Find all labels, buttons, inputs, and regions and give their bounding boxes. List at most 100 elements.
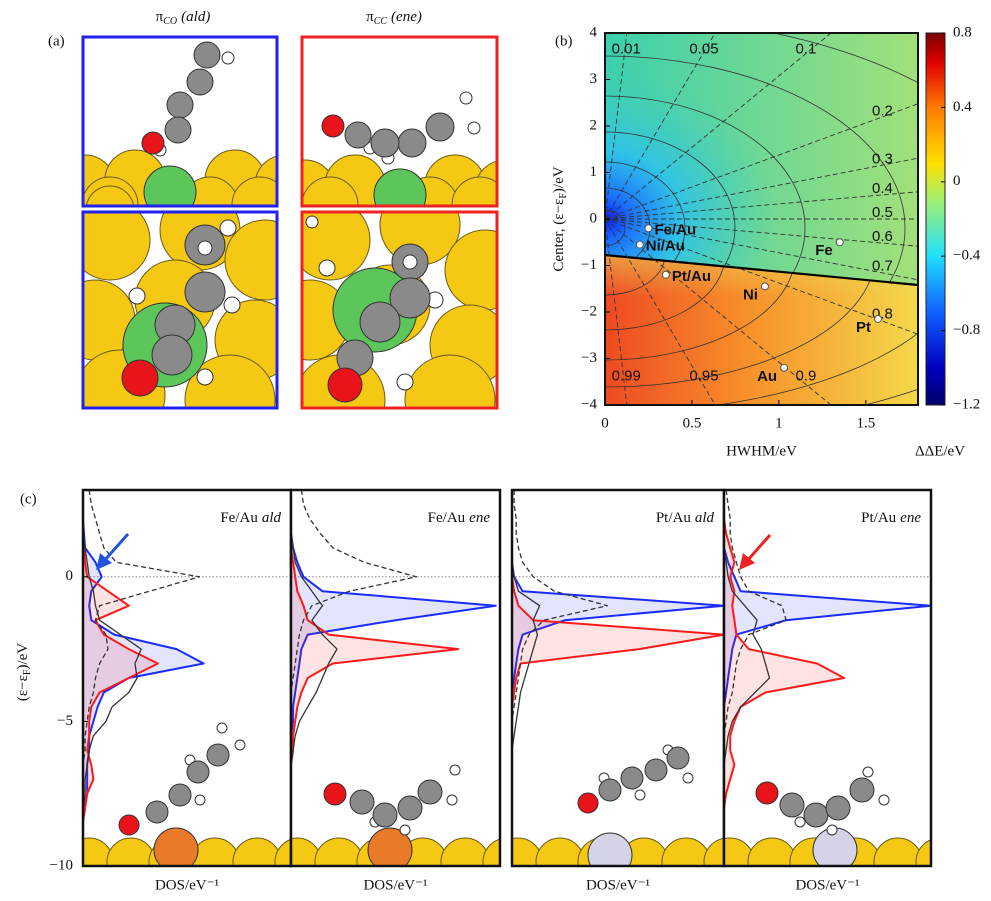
title-state: ene: [469, 510, 490, 526]
structure-image: [270, 185, 525, 445]
figure: (a) (b) (c) πCO(ald) πCC(ene) 0.01 0.05 0.1 0.2 0…: [0, 0, 991, 901]
atom: [207, 744, 229, 766]
atom: [224, 297, 240, 313]
atom: [850, 778, 874, 802]
y-tick-label: 1: [590, 164, 598, 180]
contour-label: 0.6: [872, 228, 893, 245]
y-tick-label: 2: [590, 117, 598, 133]
atom: [142, 132, 164, 154]
y-tick-label: −3: [581, 350, 597, 366]
atom: [360, 302, 400, 342]
atom: [405, 355, 495, 445]
atom: [146, 801, 168, 823]
atom: [217, 723, 227, 733]
colorbar-label: ΔΔE/eV: [915, 443, 965, 459]
atom: [322, 115, 344, 137]
x-axis-label: DOS/eV⁻¹: [155, 877, 219, 893]
atom: [152, 335, 192, 375]
atom: [122, 360, 158, 396]
atom: [874, 838, 922, 886]
atom: [195, 795, 205, 805]
structure-title: πCO(ald): [156, 9, 211, 27]
colorbar-tick-label: 0.8: [953, 24, 972, 40]
title-system: Fe/Au: [220, 510, 258, 526]
contour-label: 0.3: [872, 150, 893, 167]
panel-title: Pt/Auene: [861, 510, 921, 526]
atom: [398, 129, 426, 157]
y-tick-label: −5: [57, 713, 73, 729]
atom: [468, 122, 480, 134]
atom: [371, 129, 399, 157]
note: (ald): [181, 9, 210, 25]
atom: [185, 272, 225, 312]
atom: [350, 790, 374, 814]
atom: [536, 838, 584, 886]
atom: [345, 122, 371, 148]
point-label: Fe: [815, 242, 833, 259]
x-tick-label: 1.5: [856, 415, 875, 431]
colorbar: [926, 33, 945, 405]
atom: [795, 817, 805, 827]
y-tick-label: 4: [590, 24, 598, 40]
atom: [398, 796, 422, 820]
atom: [916, 838, 964, 886]
y-axis-label-part: Center, (ε−ε: [551, 199, 567, 272]
atom: [756, 782, 778, 804]
atom: [578, 793, 598, 813]
atom: [319, 260, 335, 276]
point: [836, 239, 843, 246]
atom: [426, 113, 454, 141]
atom: [233, 838, 281, 886]
structure-title: πCC(ene): [366, 9, 422, 27]
contour-label: 0.01: [612, 40, 641, 57]
atom: [447, 795, 457, 805]
title-system: Pt/Au: [656, 510, 692, 526]
atom: [107, 838, 155, 886]
contour-label: 0.99: [612, 368, 641, 385]
atom: [879, 795, 889, 805]
x-axis-label: DOS/eV⁻¹: [795, 877, 859, 893]
atom: [324, 783, 346, 805]
y-tick-label: −2: [581, 303, 597, 319]
contour-label: 0.1: [795, 40, 816, 57]
x-axis-label: HWHM/eV: [726, 443, 797, 459]
y-tick-label: 0: [66, 568, 74, 584]
point: [662, 271, 669, 278]
title-state: ald: [262, 510, 282, 526]
x-axis-label: DOS/eV⁻¹: [363, 877, 427, 893]
panel-label: (b): [555, 33, 573, 49]
atom: [198, 241, 212, 255]
panel-label: (a): [48, 33, 65, 49]
contour-label: 0.2: [872, 103, 893, 120]
atom: [667, 747, 689, 769]
atom: [167, 92, 193, 118]
point-label: Ni/Au: [646, 238, 685, 255]
atom: [804, 803, 828, 827]
atom: [129, 288, 145, 304]
atom: [306, 216, 318, 228]
point: [875, 315, 882, 322]
atom: [645, 759, 667, 781]
atom: [780, 793, 804, 817]
point: [636, 241, 643, 248]
atom: [187, 69, 213, 95]
y-tick-label: 0: [590, 210, 598, 226]
atom: [400, 825, 410, 835]
atom: [373, 803, 397, 827]
subscript: CC: [374, 16, 388, 27]
atom: [119, 815, 139, 835]
contour-label: 0.05: [689, 40, 718, 57]
y-axis-label: (ε−εF)/eV: [15, 643, 33, 701]
atom: [169, 784, 191, 806]
panel-bg: [512, 490, 724, 866]
point-label: Fe/Au: [654, 221, 696, 238]
y-tick-label: −1: [581, 257, 597, 273]
note: (ene): [391, 9, 422, 25]
panel-label: (c): [20, 491, 37, 507]
y-tick-label: 3: [590, 71, 598, 87]
atom: [418, 780, 442, 804]
contour-label: 0.95: [689, 368, 718, 385]
atom: [441, 838, 489, 886]
contour-label: 0.9: [795, 368, 816, 385]
